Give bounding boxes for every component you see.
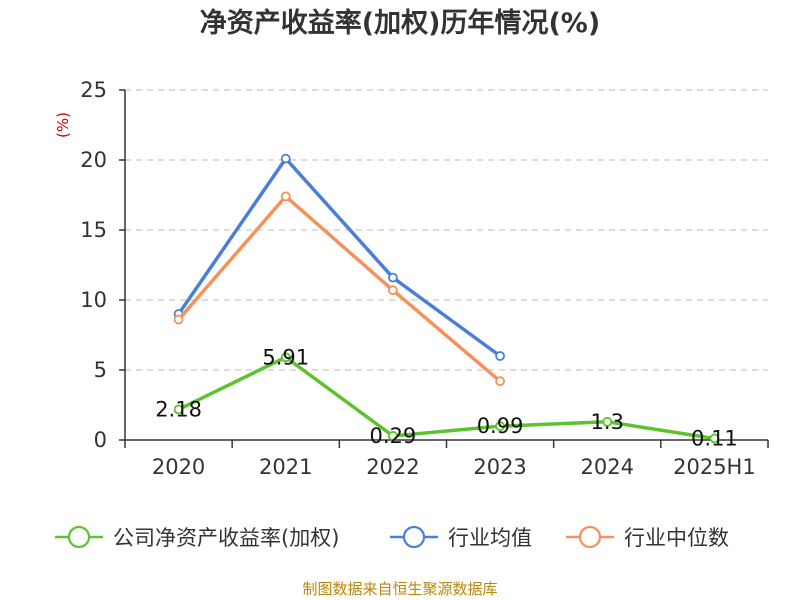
data-point: [388, 285, 398, 296]
y-tick-label: 0: [94, 428, 107, 452]
data-point: [602, 416, 613, 427]
y-tick-label: 25: [80, 78, 107, 102]
data-point: [495, 421, 505, 432]
x-tick-label: 2024: [581, 455, 634, 479]
axes: [119, 89, 769, 448]
source-note: 制图数据来自恒生聚源数据库: [302, 580, 497, 598]
data-point: [388, 272, 398, 283]
series-lines: [173, 153, 720, 444]
data-point: [495, 351, 505, 361]
data-point: [280, 153, 291, 164]
data-label: 0.29: [370, 424, 417, 448]
legend-label: 行业中位数: [624, 526, 729, 550]
x-tick-labels: 2020 2021 2022 2023 2024 2025H1: [152, 455, 756, 479]
data-point: [388, 431, 398, 441]
series-line-1: [177, 156, 502, 358]
y-tick-label: 10: [80, 288, 107, 312]
series-line-2: [177, 194, 502, 383]
data-point: [709, 433, 720, 444]
grid-lines: [125, 89, 768, 371]
y-tick-label: 15: [80, 218, 107, 242]
chart-title: 净资产收益率(加权)历年情况(%): [200, 7, 600, 39]
data-label: 1.3: [591, 410, 624, 434]
data-label: 2.18: [155, 397, 202, 421]
x-tick-label: 2022: [366, 455, 419, 479]
data-point: [495, 376, 505, 387]
data-point: [173, 314, 184, 325]
series-line-0: [177, 355, 715, 441]
x-tick-label: 2023: [473, 455, 526, 479]
x-tick-label: 2021: [259, 455, 312, 479]
x-tick-label: 2020: [152, 455, 205, 479]
data-point: [280, 352, 291, 363]
legend-marker: [402, 525, 426, 549]
x-tick-label: 2025H1: [673, 455, 756, 479]
legend-marker: [578, 525, 602, 549]
data-label: 0.99: [477, 414, 524, 438]
legend-label: 行业均值: [448, 526, 532, 550]
data-point: [280, 191, 291, 202]
y-tick-labels: 0 5 10 15 20 25: [80, 78, 107, 452]
y-tick-label: 5: [94, 358, 107, 382]
data-label: 5.91: [262, 345, 309, 369]
data-labels: 2.18 5.91 0.29 0.99 1.3 0.11: [155, 345, 738, 450]
legend-label: 公司净资产收益率(加权): [113, 526, 339, 550]
data-label: 0.11: [691, 426, 738, 450]
legend: 公司净资产收益率(加权) 行业均值 行业中位数: [55, 525, 729, 550]
y-tick-label: 20: [80, 148, 107, 172]
data-point: [173, 404, 184, 415]
legend-marker: [67, 525, 91, 549]
y-axis-label: (%): [54, 112, 72, 138]
